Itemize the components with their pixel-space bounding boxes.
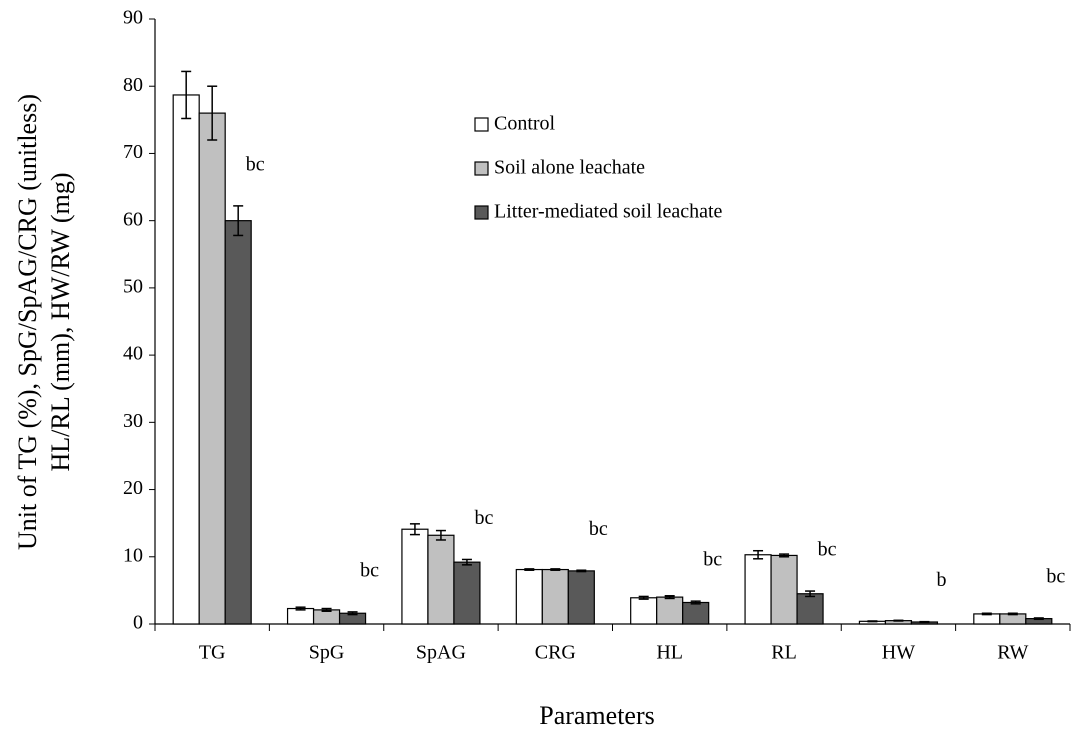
x-tick-label: HW — [882, 642, 915, 664]
y-tick-label: 80 — [123, 74, 143, 96]
y-tick-label: 0 — [133, 612, 143, 634]
bar — [656, 596, 684, 625]
error-bar — [576, 569, 587, 573]
y-axis-title: Unit of TG (%), SpG/SpAG/CRG (unitless) — [13, 94, 42, 550]
error-bar — [867, 620, 878, 623]
error-bar — [524, 568, 535, 571]
bar — [744, 554, 772, 625]
error-bar — [321, 607, 332, 612]
bar — [630, 597, 658, 625]
bar — [224, 220, 252, 625]
error-bar — [207, 85, 218, 141]
annotation: bc — [246, 153, 265, 175]
bar — [453, 561, 481, 625]
bar — [427, 534, 455, 625]
y-tick-label: 10 — [123, 544, 143, 566]
x-axis-title: Parameters — [539, 701, 655, 730]
x-tick-label: HL — [656, 642, 683, 664]
x-tick-label: RW — [997, 642, 1028, 664]
annotation: bc — [703, 549, 722, 571]
y-axis-title: HL/RL (mm), HW/RW (mg) — [46, 173, 75, 472]
error-bar — [233, 205, 244, 237]
error-bar — [347, 611, 358, 616]
legend-swatch — [474, 117, 489, 132]
error-bar — [805, 590, 816, 598]
annotation: bc — [360, 559, 379, 581]
bar — [286, 607, 315, 625]
error-bar — [550, 568, 561, 571]
legend-label: Control — [494, 113, 556, 135]
y-tick-label: 30 — [123, 410, 143, 432]
bar — [541, 568, 569, 625]
bar — [973, 613, 1001, 625]
bar — [172, 94, 200, 625]
bar — [401, 528, 429, 625]
bar — [515, 568, 543, 625]
legend-label: Soil alone leachate — [494, 157, 645, 179]
bar — [312, 609, 341, 625]
x-tick-label: TG — [199, 642, 226, 664]
y-tick-label: 20 — [123, 477, 143, 499]
y-tick-label: 90 — [123, 7, 143, 29]
error-bar — [435, 529, 446, 541]
error-bar — [753, 549, 764, 560]
y-tick-label: 50 — [123, 275, 143, 297]
error-bar — [919, 620, 930, 624]
y-tick-label: 70 — [123, 141, 143, 163]
bar — [198, 112, 226, 625]
x-tick-label: SpAG — [416, 642, 466, 664]
legend-label: Litter-mediated soil leachate — [494, 201, 723, 223]
error-bar — [1033, 617, 1044, 621]
bar — [682, 601, 710, 625]
error-bar — [295, 606, 306, 611]
error-bar — [893, 619, 904, 622]
bar — [796, 593, 824, 625]
bar — [770, 554, 798, 625]
error-bar — [461, 558, 472, 566]
error-bar — [181, 70, 192, 120]
annotation: bc — [474, 507, 493, 529]
bar — [567, 570, 595, 625]
error-bar — [1007, 612, 1018, 616]
error-bar — [981, 612, 992, 616]
bar — [999, 613, 1027, 625]
y-tick-label: 60 — [123, 208, 143, 230]
error-bar — [779, 553, 790, 558]
error-bar — [664, 595, 675, 600]
y-tick-label: 40 — [123, 343, 143, 365]
annotation: bc — [589, 518, 608, 540]
x-tick-label: CRG — [535, 642, 576, 664]
annotation: bc — [1046, 566, 1065, 588]
annotation: bc — [818, 539, 837, 561]
annotation: b — [936, 569, 946, 591]
legend-swatch — [474, 161, 489, 176]
x-tick-label: RL — [771, 642, 797, 664]
x-tick-label: SpG — [309, 642, 345, 664]
error-bar — [690, 600, 701, 605]
error-bar — [409, 523, 420, 536]
legend-swatch — [474, 205, 489, 220]
error-bar — [638, 595, 649, 600]
